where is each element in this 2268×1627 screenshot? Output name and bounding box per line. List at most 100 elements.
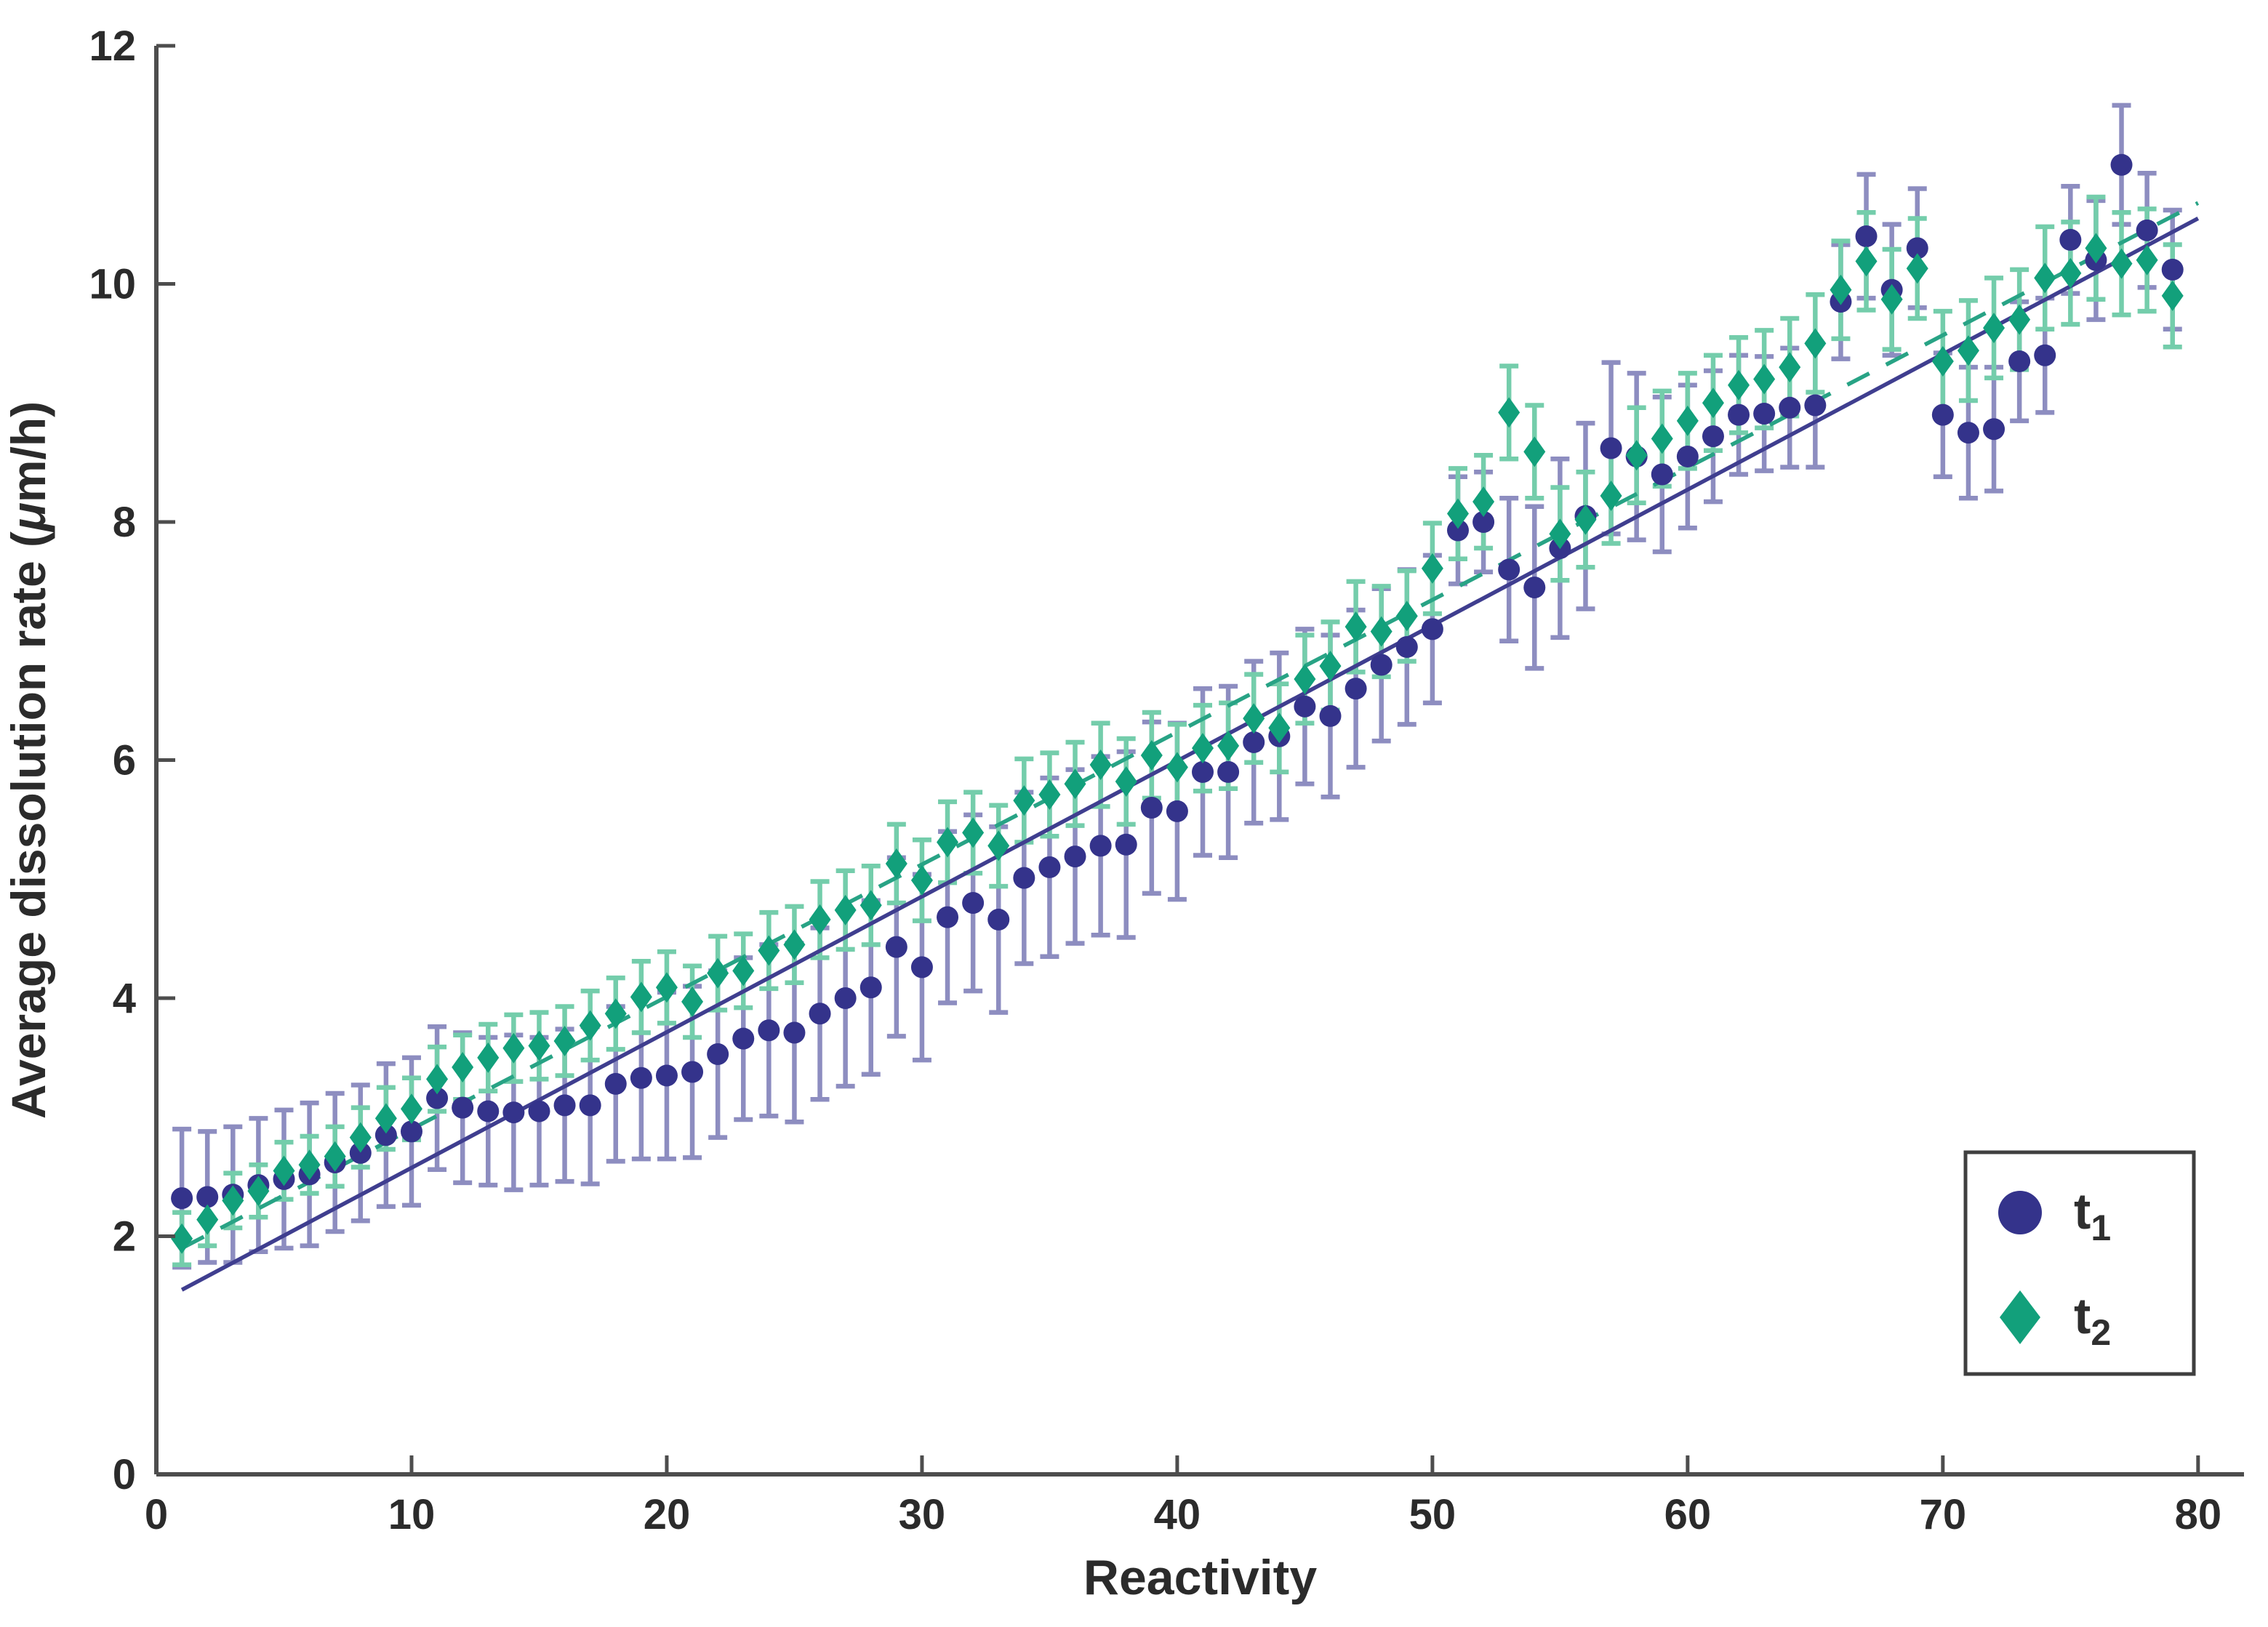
y-tick-label: 10	[89, 261, 136, 308]
t2-point	[859, 890, 882, 921]
t2-point	[1804, 328, 1827, 359]
t1-point	[1702, 425, 1724, 448]
t1-point	[1013, 867, 1035, 889]
y-tick-label: 12	[89, 23, 136, 70]
t2-point	[834, 894, 857, 925]
t1-point	[1728, 403, 1750, 426]
legend: t1 t2	[1963, 1150, 2196, 1376]
t1-point	[1983, 418, 2005, 441]
t1-point	[1753, 402, 1776, 425]
errorbars-t2	[172, 194, 2182, 1268]
legend-entry-t2: t2	[2000, 1287, 2111, 1353]
t1-point	[1676, 445, 1699, 467]
legend-label: t1	[2074, 1183, 2111, 1248]
fit-line-t1	[180, 217, 2200, 1292]
t2-point	[987, 830, 1010, 861]
axis-ticks	[154, 44, 2200, 1477]
t1-point	[1472, 511, 1495, 533]
x-tick-label: 20	[644, 1491, 691, 1538]
t1-point	[528, 1100, 550, 1122]
t2-point	[1906, 253, 1928, 284]
t2-point	[1370, 616, 1393, 647]
t2-point	[1319, 651, 1342, 682]
t1-point	[1217, 760, 1240, 783]
t2-point	[1676, 405, 1699, 436]
t2-point	[707, 957, 729, 989]
markers-t2	[171, 233, 2184, 1254]
t1-point	[910, 956, 933, 979]
t2-point	[273, 1155, 295, 1186]
t2-point	[1345, 611, 1367, 643]
t1-point	[1064, 845, 1086, 868]
t1-point	[1370, 654, 1393, 676]
t2-point	[1728, 369, 1750, 401]
t2-point	[1421, 553, 1443, 584]
t2-point	[1140, 739, 1163, 771]
t2-point	[783, 929, 806, 960]
t2-legend-marker-icon	[2000, 1290, 2040, 1344]
x-axis-title: Reactivity	[1083, 1550, 1317, 1605]
x-tick-label: 10	[388, 1491, 436, 1538]
y-tick-label: 4	[113, 975, 136, 1022]
x-tick-labels: 0 10 20 30 40 50 60 70 80	[145, 1491, 2221, 1538]
t1-point	[2008, 350, 2031, 372]
t1-point	[1038, 856, 1061, 878]
t1-point	[732, 1027, 755, 1050]
t1-point	[1523, 577, 1546, 599]
t2-point	[1243, 703, 1265, 734]
t2-point	[1855, 246, 1878, 277]
t2-point	[2136, 244, 2158, 276]
t1-point	[349, 1141, 372, 1164]
t2-point	[1574, 504, 1597, 535]
t2-point	[1294, 664, 1316, 695]
t2-point	[1931, 345, 1954, 377]
t1-point	[1089, 835, 1112, 857]
t1-point	[1651, 463, 1673, 486]
t2-point	[1957, 335, 1979, 366]
t2-point	[1013, 785, 1035, 816]
t2-point	[758, 935, 780, 966]
t2-point	[937, 827, 959, 858]
t1-legend-marker-icon	[1998, 1191, 2042, 1234]
t2-point	[477, 1042, 500, 1073]
t2-point	[171, 1223, 193, 1254]
y-tick-label: 0	[113, 1451, 136, 1498]
t1-point	[374, 1124, 397, 1146]
t2-point	[1651, 423, 1673, 454]
t1-point	[655, 1064, 678, 1087]
t2-point	[452, 1051, 474, 1082]
t2-point	[630, 981, 652, 1013]
t1-point	[2059, 228, 2082, 251]
t2-point	[1983, 313, 2005, 344]
t1-point	[1804, 394, 1827, 417]
t1-point	[452, 1096, 474, 1119]
t1-point	[1600, 437, 1622, 459]
t2-point	[2085, 233, 2107, 264]
t2-point	[1115, 766, 1137, 797]
t2-point	[962, 817, 985, 848]
t1-point	[502, 1101, 525, 1124]
t1-point	[1243, 731, 1265, 753]
t1-point	[681, 1061, 704, 1083]
t1-point	[171, 1187, 193, 1210]
t1-point	[1192, 760, 1214, 783]
t2-point	[222, 1185, 244, 1216]
t2-point	[910, 864, 933, 896]
t2-point	[2059, 257, 2082, 289]
t1-point	[1345, 678, 1367, 700]
t1-point	[604, 1072, 627, 1095]
x-tick-label: 0	[145, 1491, 168, 1538]
x-tick-label: 60	[1664, 1491, 1712, 1538]
t2-point	[528, 1030, 550, 1061]
t2-point	[1549, 518, 1571, 550]
t2-point	[502, 1032, 525, 1064]
t2-point	[2161, 280, 2184, 311]
y-tick-label: 6	[113, 737, 136, 784]
t2-point	[426, 1064, 449, 1095]
t2-point	[1064, 768, 1086, 800]
t1-point	[1931, 403, 1954, 426]
t2-point	[681, 986, 704, 1017]
t2-point	[553, 1025, 576, 1056]
